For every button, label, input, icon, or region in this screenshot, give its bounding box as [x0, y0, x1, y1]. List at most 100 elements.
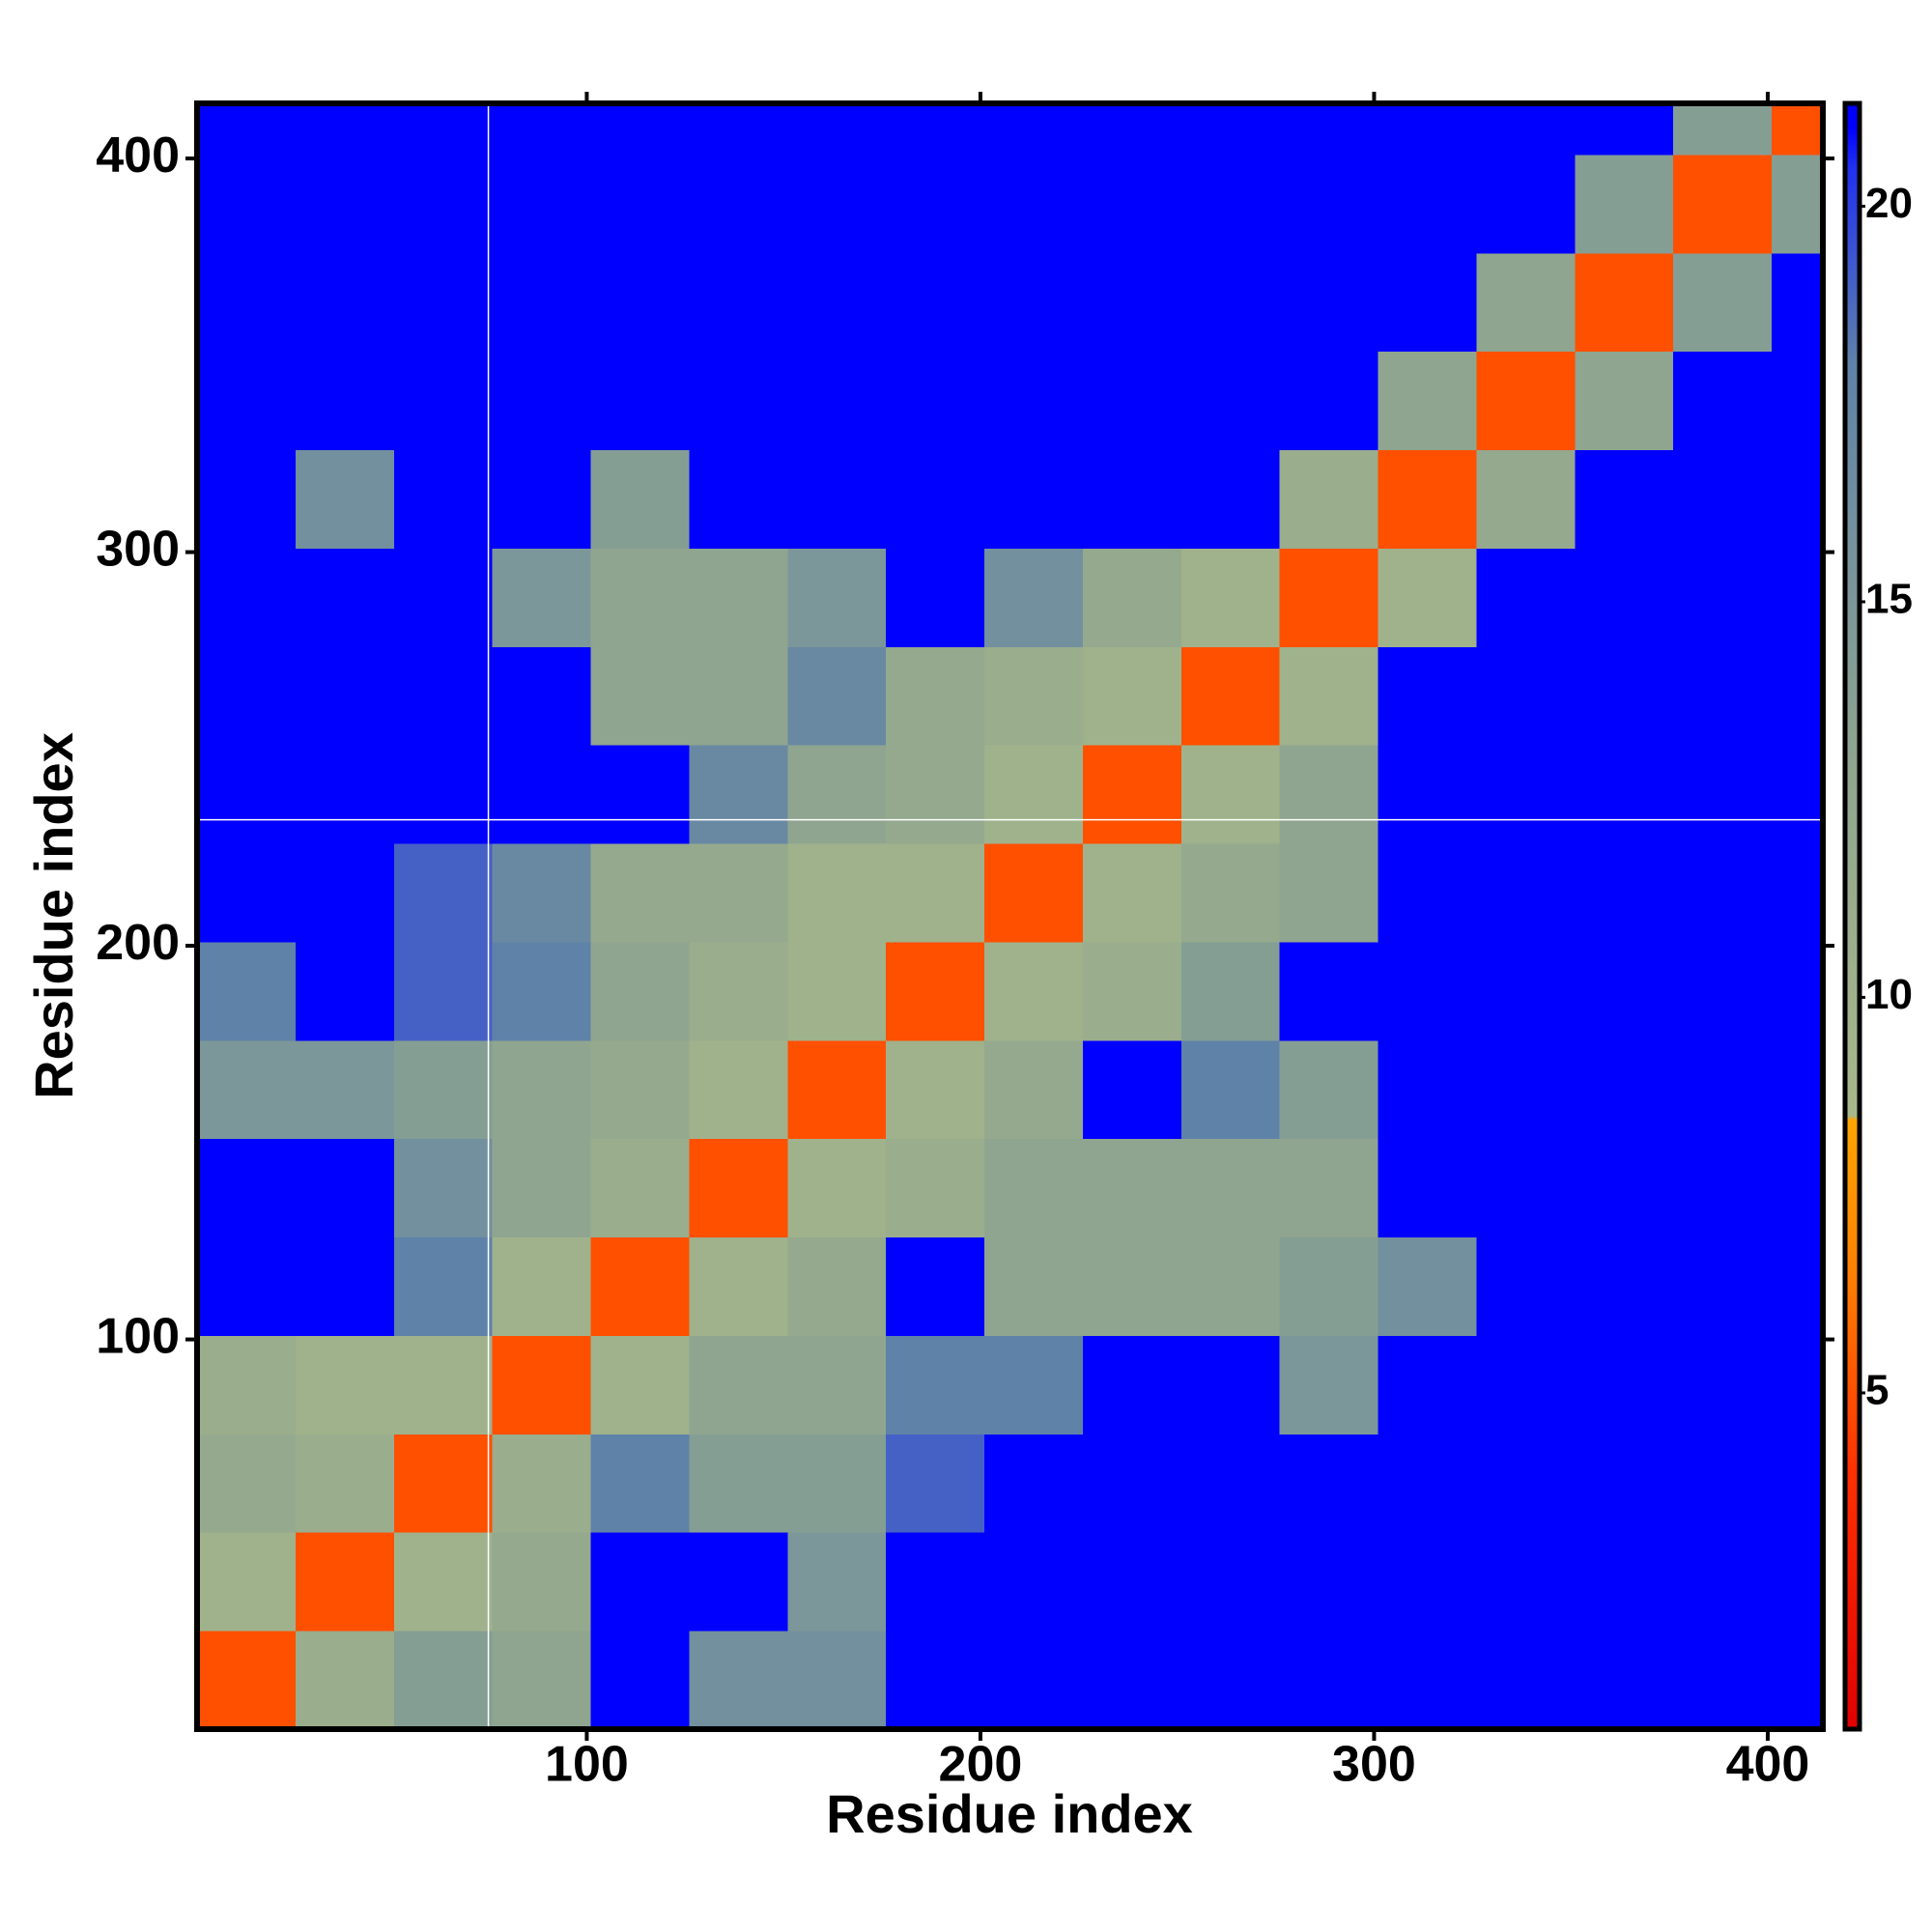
- x-tick-label: 200: [939, 1737, 1023, 1793]
- heatmap-cell: [689, 1039, 788, 1140]
- heatmap-cell: [1772, 548, 1824, 647]
- heatmap-cell: [689, 548, 788, 647]
- heatmap-cell: [1180, 1335, 1281, 1435]
- heatmap-cell: [393, 1532, 494, 1632]
- heatmap-cell: [984, 252, 1084, 353]
- y-tick-label: 400: [96, 128, 180, 184]
- heatmap-cell: [295, 745, 395, 844]
- heatmap-cell: [197, 843, 297, 943]
- heatmap-cell: [1575, 646, 1674, 746]
- heatmap-cell: [590, 646, 690, 746]
- heatmap-cell: [1279, 745, 1379, 844]
- heatmap-cell: [1772, 843, 1824, 943]
- heatmap-cell: [1673, 449, 1773, 549]
- heatmap-cell: [1476, 449, 1576, 549]
- heatmap-cell: [787, 1039, 887, 1140]
- heatmap-cell: [1575, 1631, 1674, 1730]
- heatmap-cell: [1378, 449, 1477, 549]
- heatmap-cell: [393, 1335, 494, 1435]
- heatmap-cell: [886, 745, 985, 844]
- heatmap-cell: [1575, 843, 1674, 943]
- heatmap-cell: [393, 1434, 494, 1533]
- heatmap-cell: [590, 1236, 690, 1336]
- heatmap-cell: [1180, 154, 1281, 254]
- heatmap-cell: [295, 1039, 395, 1140]
- heatmap-cell: [886, 1434, 985, 1533]
- heatmap-cell: [886, 154, 985, 254]
- y-axis-label: Residue index: [23, 732, 84, 1099]
- heatmap-cell: [1575, 745, 1674, 844]
- heatmap-cell: [984, 548, 1084, 647]
- heatmap-cell: [984, 1434, 1084, 1533]
- heatmap-cell: [590, 154, 690, 254]
- heatmap-cell: [1673, 1335, 1773, 1435]
- heatmap-cell: [1082, 1434, 1182, 1533]
- heatmap-cell: [1378, 1434, 1477, 1533]
- heatmap-cell: [295, 548, 395, 647]
- heatmap-cell: [197, 1236, 297, 1336]
- heatmap-cell: [1082, 1039, 1182, 1140]
- heatmap-cell: [1772, 351, 1824, 451]
- heatmap-cell: [1279, 548, 1379, 647]
- heatmap-cell: [590, 1631, 690, 1730]
- heatmap-cell: [492, 1039, 592, 1140]
- colorbar: [1842, 100, 1862, 1732]
- heatmap-cell: [1575, 548, 1674, 647]
- heatmap-cell: [1673, 1138, 1773, 1238]
- heatmap-cell: [1575, 351, 1674, 451]
- heatmap-cell: [1575, 1434, 1674, 1533]
- heatmap-cell: [787, 548, 887, 647]
- heatmap-cell: [1673, 154, 1773, 254]
- heatmap-cell: [1476, 745, 1576, 844]
- heatmap-cell: [492, 449, 592, 549]
- x-tick-label: 100: [545, 1737, 629, 1793]
- plot-frame: [194, 100, 1826, 1732]
- heatmap-cell: [787, 941, 887, 1041]
- heatmap-cell: [590, 252, 690, 353]
- heatmap-cell: [1476, 154, 1576, 254]
- heatmap-cell: [393, 449, 494, 549]
- heatmap-cell: [787, 1138, 887, 1238]
- heatmap-cell: [1082, 103, 1182, 156]
- heatmap-cell: [492, 351, 592, 451]
- heatmap-cell: [393, 103, 494, 156]
- heatmap-cell: [1673, 1532, 1773, 1632]
- heatmap-cell: [689, 1532, 788, 1632]
- heatmap-cell: [1772, 1532, 1824, 1632]
- heatmap-cell: [886, 1039, 985, 1140]
- heatmap-cell: [492, 1532, 592, 1632]
- heatmap-cell: [1673, 646, 1773, 746]
- heatmap-cell: [689, 843, 788, 943]
- heatmap-cell: [689, 351, 788, 451]
- heatmap-cell: [1673, 1434, 1773, 1533]
- heatmap-cell: [787, 252, 887, 353]
- heatmap-cell: [1378, 154, 1477, 254]
- heatmap-cell: [984, 1039, 1084, 1140]
- heatmap-cell: [1673, 351, 1773, 451]
- heatmap-cell: [295, 1631, 395, 1730]
- heatmap-cell: [886, 252, 985, 353]
- heatmap-cell: [1378, 351, 1477, 451]
- heatmap-cell: [1378, 103, 1477, 156]
- heatmap-cell: [1772, 154, 1824, 254]
- heatmap-cell: [1378, 1532, 1477, 1632]
- heatmap-cell: [1279, 1335, 1379, 1435]
- heatmap-cell: [886, 941, 985, 1041]
- heatmap-cell: [984, 1532, 1084, 1632]
- heatmap-cell: [1082, 646, 1182, 746]
- heatmap-cell: [1476, 1434, 1576, 1533]
- heatmap-cell: [1180, 1236, 1281, 1336]
- heatmap-cell: [197, 1138, 297, 1238]
- heatmap-cell: [1575, 1039, 1674, 1140]
- heatmap-cell: [1772, 103, 1824, 156]
- heatmap-cell: [1180, 1138, 1281, 1238]
- heatmap-cell: [886, 646, 985, 746]
- heatmap-cell: [393, 941, 494, 1041]
- heatmap-cell: [393, 154, 494, 254]
- heatmap-cell: [1378, 646, 1477, 746]
- heatmap-cell: [689, 1138, 788, 1238]
- heatmap-cell: [1082, 252, 1182, 353]
- heatmap-cell: [590, 1335, 690, 1435]
- heatmap-cell: [1378, 843, 1477, 943]
- heatmap-cell: [787, 154, 887, 254]
